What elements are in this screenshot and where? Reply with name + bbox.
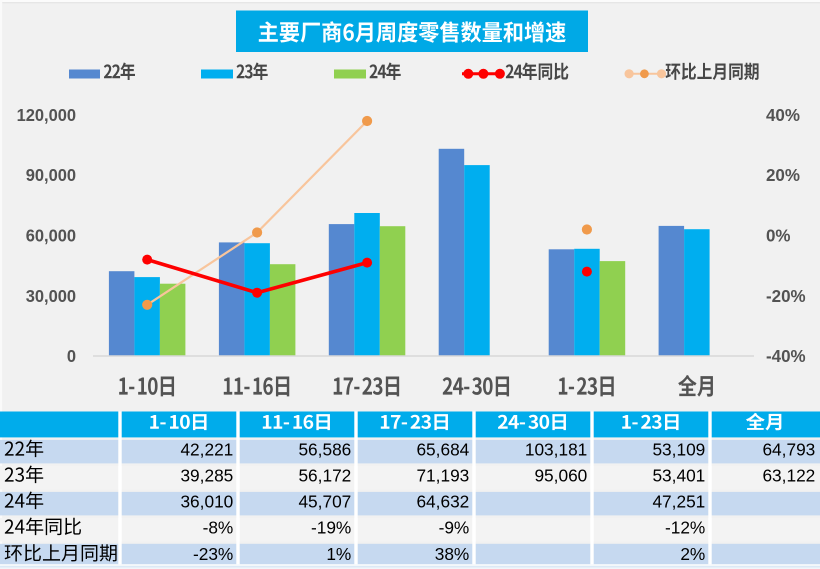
svg-text:90,000: 90,000: [26, 166, 76, 186]
svg-text:53,401: 53,401: [652, 466, 705, 486]
svg-text:63,122: 63,122: [762, 466, 815, 486]
svg-text:95,060: 95,060: [534, 466, 587, 486]
svg-text:-20%: -20%: [766, 286, 806, 306]
svg-text:30,000: 30,000: [26, 286, 76, 306]
svg-text:0: 0: [67, 347, 76, 367]
svg-text:-40%: -40%: [766, 346, 806, 366]
svg-text:-23%: -23%: [193, 544, 233, 564]
svg-text:120,000: 120,000: [17, 106, 76, 126]
svg-text:-12%: -12%: [665, 518, 705, 538]
svg-text:42,221: 42,221: [180, 440, 233, 460]
svg-text:-8%: -8%: [203, 518, 234, 538]
svg-text:56,586: 56,586: [298, 440, 351, 460]
svg-text:0%: 0%: [766, 225, 791, 245]
svg-text:-19%: -19%: [311, 518, 351, 538]
svg-text:64,793: 64,793: [762, 440, 815, 460]
svg-text:38%: 38%: [435, 544, 470, 564]
svg-text:103,181: 103,181: [525, 440, 587, 460]
svg-text:1%: 1%: [326, 544, 351, 564]
svg-text:45,707: 45,707: [298, 492, 351, 512]
svg-text:47,251: 47,251: [652, 492, 705, 512]
svg-text:2%: 2%: [680, 544, 705, 564]
svg-text:64,632: 64,632: [416, 492, 469, 512]
svg-text:39,285: 39,285: [180, 466, 233, 486]
svg-text:20%: 20%: [766, 165, 800, 185]
svg-text:65,684: 65,684: [416, 440, 469, 460]
svg-text:36,010: 36,010: [180, 492, 233, 512]
svg-text:-9%: -9%: [439, 518, 470, 538]
svg-text:60,000: 60,000: [26, 226, 76, 246]
svg-text:40%: 40%: [766, 105, 800, 125]
svg-text:56,172: 56,172: [298, 466, 351, 486]
svg-text:53,109: 53,109: [652, 440, 705, 460]
svg-text:71,193: 71,193: [416, 466, 469, 486]
